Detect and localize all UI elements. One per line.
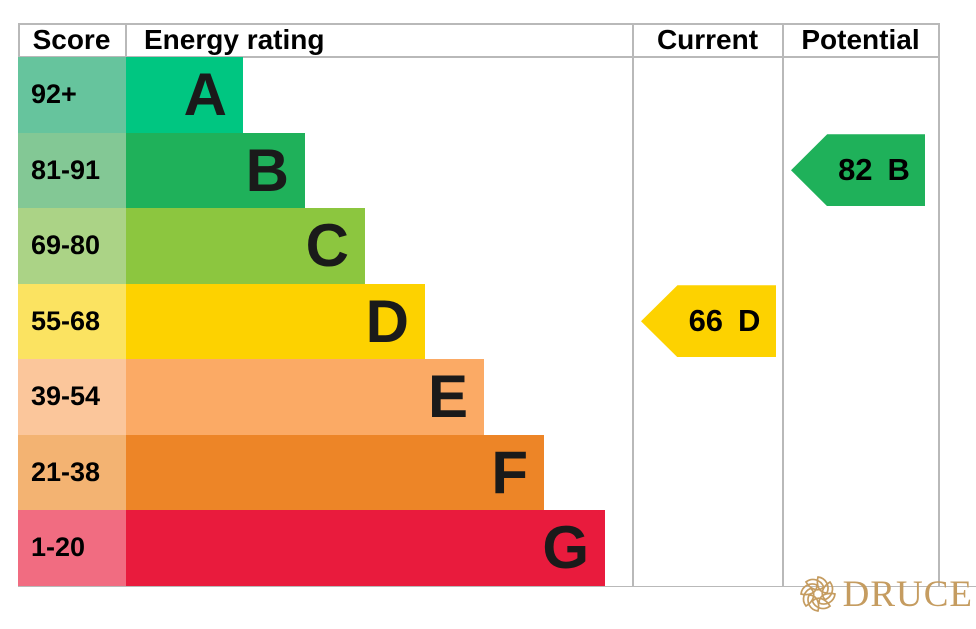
rating-bar-e: E — [126, 359, 484, 435]
band-row-d: 55-68 D — [18, 283, 940, 359]
potential-column-left-border — [782, 23, 784, 586]
rating-bar-c: C — [126, 208, 365, 284]
rating-bar-d: D — [126, 283, 425, 359]
band-row-a: 92+ A — [18, 57, 940, 133]
table-bottom-border — [18, 585, 976, 587]
swirl-rosette-icon — [798, 574, 838, 614]
potential-rating-band: B — [887, 152, 910, 188]
current-column-header: Current — [656, 24, 759, 55]
druce-logo-text: DRUCE — [842, 573, 973, 615]
score-column-border — [124, 23, 127, 57]
rating-bar-f: F — [126, 434, 544, 510]
band-row-c: 69-80 C — [18, 208, 940, 284]
band-row-b: 81-91 B — [18, 132, 940, 208]
current-column-left-border — [632, 23, 634, 586]
current-rating-band: D — [738, 303, 761, 339]
potential-rating-value: 82 — [838, 152, 873, 188]
potential-column-header: Potential — [801, 24, 920, 55]
table-right-border — [938, 23, 940, 586]
score-range-cell-b: 81-91 — [18, 132, 126, 208]
score-range-cell-a: 92+ — [18, 57, 126, 133]
score-range-cell-c: 69-80 — [18, 208, 126, 284]
score-range-cell-f: 21-38 — [18, 434, 126, 510]
table-left-border — [18, 23, 20, 57]
score-range-cell-d: 55-68 — [18, 283, 126, 359]
score-range-cell-e: 39-54 — [18, 359, 126, 435]
druce-logo: DRUCE — [798, 574, 973, 614]
table-top-border — [18, 23, 939, 25]
header-bottom-border — [18, 55, 939, 58]
rating-bar-b: B — [126, 132, 305, 208]
current-rating-value: 66 — [688, 303, 724, 339]
score-column-header: Score — [32, 24, 111, 55]
rating-bar-a: A — [126, 57, 243, 133]
band-row-e: 39-54 E — [18, 359, 940, 435]
band-row-f: 21-38 F — [18, 434, 940, 510]
energy-rating-column-header: Energy rating — [144, 24, 325, 55]
score-range-cell-g: 1-20 — [18, 510, 126, 586]
rating-bar-g: G — [126, 510, 605, 586]
band-row-g: 1-20 G — [18, 510, 940, 586]
